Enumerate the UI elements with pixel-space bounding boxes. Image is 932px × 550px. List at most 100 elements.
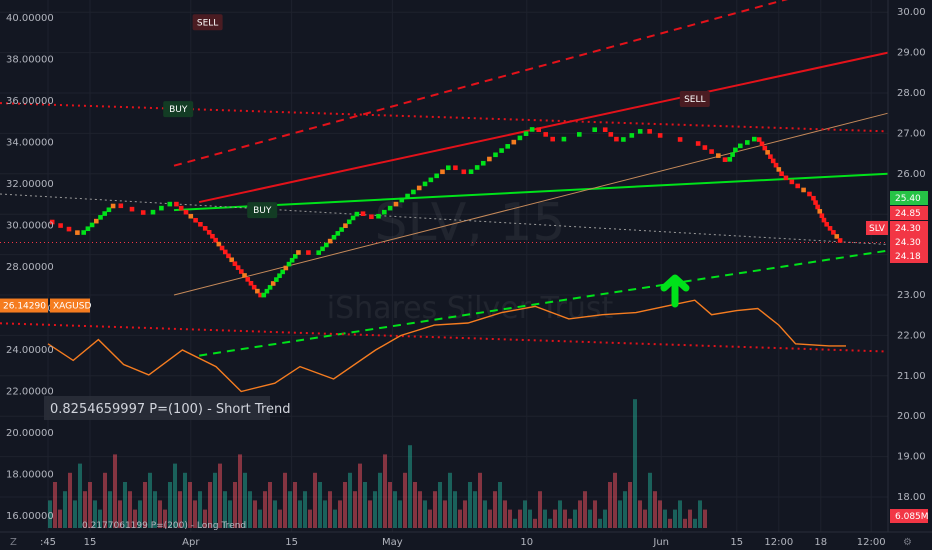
volume-bar bbox=[58, 509, 62, 528]
volume-bar bbox=[618, 500, 622, 528]
price-tag-value-bg bbox=[890, 206, 928, 220]
renko-brick bbox=[222, 249, 228, 255]
price-tag-value: 25.40 bbox=[895, 194, 921, 204]
right-axis-tick: 28.00 bbox=[897, 88, 926, 99]
volume-bar bbox=[123, 482, 127, 528]
renko-brick bbox=[827, 226, 833, 231]
renko-brick bbox=[270, 281, 276, 286]
renko-brick bbox=[286, 261, 292, 267]
volume-bar bbox=[698, 500, 702, 528]
volume-bar bbox=[498, 482, 502, 528]
left-axis-tick: 40.00000 bbox=[6, 13, 54, 24]
volume-bar bbox=[308, 509, 312, 528]
right-axis-tick: 21.00 bbox=[897, 371, 926, 382]
volume-bar bbox=[503, 500, 507, 528]
volume-bar bbox=[168, 482, 172, 528]
short-trend-legend[interactable]: 0.8254659997 P=(100) - Short Trend bbox=[50, 402, 291, 417]
right-axis-tick: 23.00 bbox=[897, 290, 926, 301]
volume-bar bbox=[363, 482, 367, 528]
volume-bar bbox=[143, 482, 147, 528]
volume-bar bbox=[553, 509, 557, 528]
signal-text: BUY bbox=[253, 206, 272, 216]
volume-bar bbox=[183, 472, 187, 528]
volume-bar bbox=[398, 500, 402, 528]
time-axis-tick: 12:00 bbox=[764, 537, 793, 548]
red-upper-line bbox=[198, 51, 889, 204]
short-trend-legend-bg[interactable] bbox=[44, 396, 270, 420]
volume-bar bbox=[668, 518, 672, 528]
long-trend-legend[interactable]: 0.2177061199 P=(200) - Long Trend bbox=[82, 521, 246, 531]
volume-bar bbox=[523, 500, 527, 528]
renko-brick bbox=[602, 127, 608, 132]
left-axis-tick: 36.00000 bbox=[6, 96, 54, 107]
volume-bar bbox=[608, 482, 612, 528]
renko-brick bbox=[801, 187, 806, 193]
renko-brick bbox=[251, 284, 257, 290]
volume-bar bbox=[453, 491, 457, 528]
renko-brick bbox=[387, 205, 393, 211]
renko-brick bbox=[376, 213, 381, 219]
price-tag-value-bg bbox=[890, 235, 928, 249]
renko-brick bbox=[561, 136, 567, 142]
renko-brick bbox=[140, 210, 146, 215]
volume-bar bbox=[313, 472, 317, 528]
price-tag-value-bg bbox=[890, 221, 928, 235]
renko-brick bbox=[776, 167, 782, 172]
price-tag-value: 6.085M bbox=[895, 512, 929, 522]
volume-bar bbox=[393, 491, 397, 528]
volume-bar bbox=[428, 509, 432, 528]
signal-sell: SELL bbox=[679, 91, 710, 108]
signal-bg bbox=[163, 101, 194, 118]
volume-bar bbox=[368, 500, 372, 528]
volume-bar bbox=[563, 509, 567, 528]
renko-brick bbox=[773, 162, 779, 168]
renko-brick bbox=[821, 217, 827, 223]
volume-bar bbox=[148, 472, 152, 528]
renko-brick bbox=[98, 215, 103, 220]
renko-brick bbox=[768, 154, 773, 159]
renko-brick bbox=[159, 205, 164, 211]
volume-bar bbox=[423, 500, 427, 528]
volume-bar bbox=[73, 500, 77, 528]
renko-brick bbox=[106, 207, 112, 213]
renko-brick bbox=[331, 234, 337, 240]
renko-brick bbox=[819, 213, 825, 219]
renko-brick bbox=[118, 203, 124, 209]
settings-gear-icon[interactable]: ⚙ bbox=[903, 537, 912, 548]
renko-brick bbox=[343, 223, 348, 228]
volume-bar bbox=[593, 500, 597, 528]
renko-brick bbox=[277, 273, 282, 279]
renko-brick bbox=[350, 215, 356, 221]
volume-bar bbox=[333, 509, 337, 528]
volume-bar bbox=[463, 500, 467, 528]
volume-bar bbox=[378, 472, 382, 528]
volume-bar bbox=[358, 463, 362, 528]
volume-bar bbox=[648, 472, 652, 528]
time-axis-tick: 15 bbox=[730, 537, 743, 548]
renko-brick bbox=[129, 206, 135, 212]
renko-brick bbox=[716, 153, 721, 158]
volume-bar bbox=[673, 509, 677, 528]
renko-brick bbox=[296, 250, 301, 255]
volume-bar bbox=[513, 518, 517, 528]
zoom-icon[interactable]: Z bbox=[10, 537, 17, 548]
renko-brick bbox=[245, 277, 251, 282]
watermark-name: iShares Silver Trust bbox=[327, 291, 614, 326]
renko-brick bbox=[752, 136, 757, 142]
renko-brick bbox=[837, 238, 843, 243]
time-axis[interactable]: :45 15 Apr 15 May 10 Jun 15 12:00 18 12:00 bbox=[0, 531, 932, 548]
renko-brick bbox=[468, 169, 474, 174]
volume-bar bbox=[268, 482, 272, 528]
median-line bbox=[173, 112, 889, 296]
volume-bar bbox=[228, 500, 232, 528]
renko-brick bbox=[474, 165, 480, 170]
signal-sell: SELL bbox=[192, 14, 223, 31]
volume-bar bbox=[253, 500, 257, 528]
left-price-axis[interactable]: 16.00000 18.00000 20.00000 22.00000 24.00000… bbox=[6, 13, 54, 522]
renko-brick bbox=[264, 288, 270, 294]
volume-bar bbox=[278, 509, 282, 528]
left-axis-tick: 28.00000 bbox=[6, 262, 54, 273]
renko-brick bbox=[695, 141, 701, 146]
renko-brick bbox=[453, 165, 458, 171]
